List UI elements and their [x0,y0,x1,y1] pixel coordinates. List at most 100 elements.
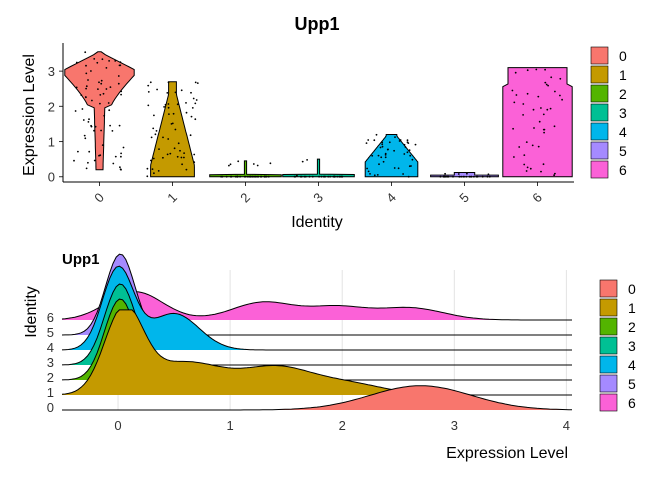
jitter-point [402,173,404,175]
jitter-point [526,92,529,95]
jitter-point [559,77,562,80]
jitter-point [243,175,246,178]
jitter-point [406,151,409,154]
ridge-line-0 [62,385,572,411]
jitter-point [81,108,84,110]
jitter-point [318,175,320,178]
jitter-point [150,159,152,162]
legend-label-5: 5 [628,376,636,392]
jitter-point [237,160,240,163]
jitter-point [382,160,385,163]
violin-y-tick-label: 3 [48,64,55,79]
legend-key-2 [599,317,618,336]
jitter-point [386,148,389,151]
jitter-point [388,141,391,144]
jitter-point [84,51,87,54]
violin-5 [430,172,499,178]
jitter-point [457,173,460,175]
jitter-point [267,175,270,178]
jitter-point [380,156,383,159]
jitter-point [80,94,83,96]
jitter-point [414,143,417,146]
legend-label-0: 0 [619,48,627,64]
jitter-point [561,98,563,101]
legend-key-2 [590,84,609,103]
jitter-point [112,162,115,165]
jitter-point [469,175,471,178]
jitter-point [181,163,184,166]
jitter-point [306,159,308,161]
jitter-point [179,149,181,152]
jitter-point [180,89,183,92]
jitter-point [119,168,122,171]
jitter-point [554,172,556,175]
jitter-point [444,172,446,175]
jitter-point [111,130,114,132]
jitter-point [73,159,75,162]
jitter-point [88,150,91,153]
jitter-point [98,81,100,84]
jitter-point [475,175,478,178]
jitter-point [152,157,155,160]
jitter-point [101,144,104,147]
jitter-point [157,170,160,172]
jitter-point [393,167,396,169]
jitter-point [411,158,414,161]
jitter-point [526,69,529,72]
jitter-point [225,175,228,178]
jitter-point [470,175,473,178]
jitter-point [487,173,490,176]
jitter-point [378,163,380,166]
violin-y-tick-label: 1 [48,135,55,150]
jitter-point [94,125,97,128]
jitter-point [99,94,102,96]
jitter-point [100,129,102,132]
jitter-point [547,84,549,87]
jitter-point [559,94,561,97]
ridge-y-tick-label: 0 [47,400,54,415]
violin-y-tick-label: 0 [48,170,55,185]
violin-legend: 0 1 2 3 4 5 6 [590,46,627,179]
jitter-point [194,102,197,105]
legend-key-6 [590,160,609,179]
violin-6 [502,67,573,178]
jitter-point [146,175,149,178]
jitter-point [164,103,167,106]
violin-x-tick-label: 3 [310,190,326,206]
jitter-point [410,165,412,167]
jitter-point [103,114,106,117]
ridge-title: Upp1 [62,251,100,268]
jitter-point [554,90,556,93]
jitter-point [114,60,117,62]
jitter-point [85,64,87,67]
violin-0 [64,51,135,171]
legend-key-3 [590,103,609,122]
jitter-point [158,148,160,151]
jitter-point [84,137,87,140]
jitter-point [101,58,104,61]
violin-x-tick-label: 4 [383,190,399,206]
ridge-legend: 0 1 2 3 4 5 6 [599,279,636,412]
jitter-point [100,79,103,82]
jitter-point [93,159,96,162]
jitter-point [379,146,382,149]
jitter-point [269,162,272,165]
legend-label-1: 1 [619,67,627,83]
legend-label-6: 6 [619,162,627,178]
jitter-point [166,92,169,94]
jitter-point [173,147,176,150]
jitter-point [191,107,194,109]
legend-key-1 [590,65,609,84]
jitter-point [256,164,259,167]
jitter-point [525,141,528,144]
jitter-point [522,103,525,105]
jitter-point [481,175,484,178]
violin-x-tick-label: 2 [237,190,253,206]
jitter-point [296,174,298,177]
legend-key-5 [590,141,609,160]
legend-label-4: 4 [628,357,636,373]
jitter-point [373,174,376,177]
violin-x-tick-label: 5 [456,190,472,206]
